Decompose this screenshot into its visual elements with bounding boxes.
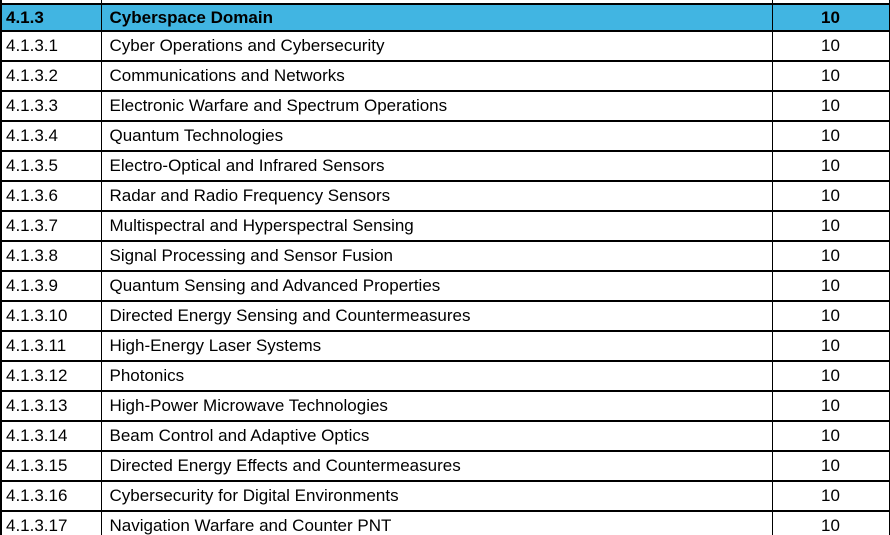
section-header-row: 4.1.3 Cyberspace Domain 10 [0,4,890,32]
row-code-cell[interactable]: 4.1.3.6 [0,181,102,212]
row-code-cell[interactable]: 4.1.3.3 [0,91,102,122]
row-code-cell[interactable]: 4.1.3.4 [0,121,102,152]
table-row: 4.1.3.16 Cybersecurity for Digital Envir… [0,481,890,512]
table-row: 4.1.3.11 High-Energy Laser Systems 10 [0,331,890,362]
row-name-cell[interactable]: Radar and Radio Frequency Sensors [100,181,773,212]
row-value-cell[interactable]: 10 [771,271,890,302]
clipped-cell [771,0,890,5]
row-name-cell[interactable]: Signal Processing and Sensor Fusion [100,241,773,272]
row-name-cell[interactable]: Electro-Optical and Infrared Sensors [100,151,773,182]
row-name-cell[interactable]: Communications and Networks [100,61,773,92]
row-code-cell[interactable]: 4.1.3.11 [0,331,102,362]
row-value-cell[interactable]: 10 [771,301,890,332]
row-value-cell[interactable]: 10 [771,451,890,482]
table-row: 4.1.3.8 Signal Processing and Sensor Fus… [0,241,890,272]
row-value-cell[interactable]: 10 [771,511,890,535]
clipped-row-above [0,0,890,5]
row-name-cell[interactable]: Beam Control and Adaptive Optics [100,421,773,452]
row-code-cell[interactable]: 4.1.3.10 [0,301,102,332]
row-name-cell[interactable]: Navigation Warfare and Counter PNT [100,511,773,535]
row-name-cell[interactable]: Photonics [100,361,773,392]
row-code-cell[interactable]: 4.1.3.14 [0,421,102,452]
table-row: 4.1.3.1 Cyber Operations and Cybersecuri… [0,31,890,62]
section-code-cell[interactable]: 4.1.3 [0,4,102,32]
section-value-cell[interactable]: 10 [771,4,890,32]
table-row: 4.1.3.5 Electro-Optical and Infrared Sen… [0,151,890,182]
table-row: 4.1.3.10 Directed Energy Sensing and Cou… [0,301,890,332]
row-name-cell[interactable]: High-Power Microwave Technologies [100,391,773,422]
row-name-cell[interactable]: Multispectral and Hyperspectral Sensing [100,211,773,242]
row-code-cell[interactable]: 4.1.3.2 [0,61,102,92]
row-value-cell[interactable]: 10 [771,241,890,272]
row-name-cell[interactable]: Quantum Sensing and Advanced Properties [100,271,773,302]
row-code-cell[interactable]: 4.1.3.8 [0,241,102,272]
row-value-cell[interactable]: 10 [771,391,890,422]
table-row: 4.1.3.9 Quantum Sensing and Advanced Pro… [0,271,890,302]
table-row: 4.1.3.14 Beam Control and Adaptive Optic… [0,421,890,452]
row-value-cell[interactable]: 10 [771,211,890,242]
table-row: 4.1.3.3 Electronic Warfare and Spectrum … [0,91,890,122]
table-row: 4.1.3.6 Radar and Radio Frequency Sensor… [0,181,890,212]
row-value-cell[interactable]: 10 [771,331,890,362]
table-row: 4.1.3.17 Navigation Warfare and Counter … [0,511,890,535]
row-value-cell[interactable]: 10 [771,61,890,92]
row-value-cell[interactable]: 10 [771,421,890,452]
section-title-cell[interactable]: Cyberspace Domain [100,4,773,32]
row-name-cell[interactable]: Cyber Operations and Cybersecurity [100,31,773,62]
row-value-cell[interactable]: 10 [771,481,890,512]
row-name-cell[interactable]: Quantum Technologies [100,121,773,152]
table-row: 4.1.3.15 Directed Energy Effects and Cou… [0,451,890,482]
row-code-cell[interactable]: 4.1.3.9 [0,271,102,302]
row-code-cell[interactable]: 4.1.3.5 [0,151,102,182]
row-name-cell[interactable]: Directed Energy Effects and Countermeasu… [100,451,773,482]
row-value-cell[interactable]: 10 [771,361,890,392]
row-code-cell[interactable]: 4.1.3.7 [0,211,102,242]
row-code-cell[interactable]: 4.1.3.15 [0,451,102,482]
row-value-cell[interactable]: 10 [771,121,890,152]
table-row: 4.1.3.7 Multispectral and Hyperspectral … [0,211,890,242]
row-name-cell[interactable]: High-Energy Laser Systems [100,331,773,362]
row-name-cell[interactable]: Cybersecurity for Digital Environments [100,481,773,512]
row-code-cell[interactable]: 4.1.3.1 [0,31,102,62]
table-row: 4.1.3.13 High-Power Microwave Technologi… [0,391,890,422]
table-row: 4.1.3.12 Photonics 10 [0,361,890,392]
row-value-cell[interactable]: 10 [771,151,890,182]
row-value-cell[interactable]: 10 [771,91,890,122]
row-code-cell[interactable]: 4.1.3.13 [0,391,102,422]
row-value-cell[interactable]: 10 [771,31,890,62]
table-row: 4.1.3.2 Communications and Networks 10 [0,61,890,92]
row-name-cell[interactable]: Directed Energy Sensing and Countermeasu… [100,301,773,332]
row-value-cell[interactable]: 10 [771,181,890,212]
row-code-cell[interactable]: 4.1.3.12 [0,361,102,392]
row-code-cell[interactable]: 4.1.3.16 [0,481,102,512]
row-code-cell[interactable]: 4.1.3.17 [0,511,102,535]
table-row: 4.1.3.4 Quantum Technologies 10 [0,121,890,152]
row-name-cell[interactable]: Electronic Warfare and Spectrum Operatio… [100,91,773,122]
